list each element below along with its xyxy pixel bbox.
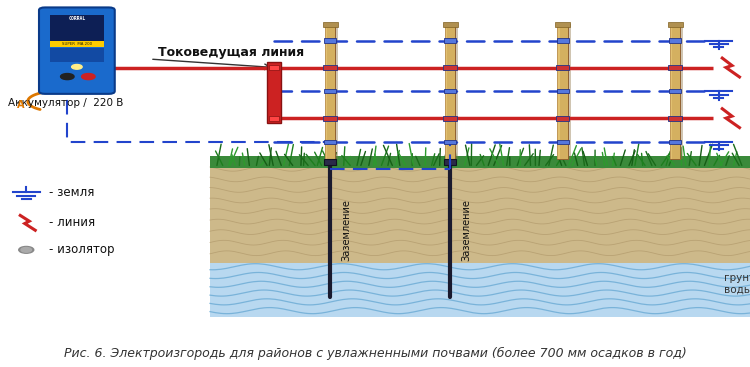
Bar bbox=[50, 15, 104, 41]
Bar bbox=[448, 23, 458, 159]
Bar bbox=[324, 39, 336, 43]
Bar bbox=[268, 116, 279, 120]
Bar bbox=[324, 140, 336, 144]
Bar bbox=[323, 116, 337, 121]
Bar bbox=[210, 264, 750, 317]
Bar bbox=[668, 22, 682, 27]
Text: Заземление: Заземление bbox=[461, 199, 471, 261]
Circle shape bbox=[82, 73, 95, 80]
Bar bbox=[323, 65, 337, 70]
Bar bbox=[560, 23, 571, 159]
Bar bbox=[556, 65, 569, 70]
Bar bbox=[325, 23, 335, 159]
Text: Рис. 6. Электроизгородь для районов с увлажненными почвами (более 700 мм осадков: Рис. 6. Электроизгородь для районов с ув… bbox=[64, 346, 686, 360]
Text: Токоведущая линия: Токоведущая линия bbox=[158, 46, 304, 59]
Bar bbox=[557, 23, 568, 159]
Bar bbox=[670, 23, 672, 159]
Bar bbox=[669, 89, 681, 93]
Bar bbox=[322, 22, 338, 27]
Circle shape bbox=[61, 73, 74, 80]
Bar bbox=[445, 23, 455, 159]
Text: Заземление: Заземление bbox=[341, 199, 351, 261]
Bar bbox=[324, 89, 336, 93]
Bar bbox=[50, 48, 104, 62]
Text: SUPER  MA 200: SUPER MA 200 bbox=[62, 42, 92, 46]
Text: A: A bbox=[16, 100, 24, 110]
Bar bbox=[210, 156, 750, 168]
Bar bbox=[444, 89, 456, 93]
Bar bbox=[328, 23, 338, 159]
Text: - земля: - земля bbox=[49, 186, 94, 199]
Bar bbox=[268, 65, 279, 70]
Text: грунтовые
воды: грунтовые воды bbox=[724, 273, 750, 294]
Bar bbox=[669, 39, 681, 43]
Bar bbox=[556, 116, 569, 121]
Circle shape bbox=[19, 247, 34, 253]
Text: - линия: - линия bbox=[49, 216, 94, 229]
FancyBboxPatch shape bbox=[39, 7, 115, 94]
Bar bbox=[555, 22, 570, 27]
Bar bbox=[556, 89, 568, 93]
Bar bbox=[444, 159, 456, 166]
Bar bbox=[668, 65, 682, 70]
Text: Аккумулятор /  220 В: Аккумулятор / 220 В bbox=[8, 98, 123, 108]
Bar bbox=[324, 159, 336, 166]
Circle shape bbox=[72, 65, 82, 69]
Bar bbox=[556, 140, 568, 144]
Bar bbox=[325, 23, 327, 159]
Bar bbox=[444, 140, 456, 144]
Bar bbox=[443, 65, 457, 70]
Bar bbox=[442, 22, 458, 27]
Bar bbox=[669, 140, 681, 144]
Bar bbox=[668, 116, 682, 121]
Bar bbox=[267, 62, 280, 123]
Bar bbox=[210, 162, 750, 264]
Bar bbox=[556, 39, 568, 43]
Bar bbox=[50, 41, 104, 47]
Bar bbox=[670, 23, 680, 159]
Bar bbox=[445, 23, 447, 159]
Bar bbox=[444, 39, 456, 43]
Bar bbox=[557, 23, 560, 159]
Bar bbox=[443, 116, 457, 121]
Circle shape bbox=[21, 247, 32, 252]
Text: - изолятор: - изолятор bbox=[49, 243, 114, 257]
Text: CORRAL: CORRAL bbox=[68, 16, 86, 21]
Bar bbox=[673, 23, 683, 159]
